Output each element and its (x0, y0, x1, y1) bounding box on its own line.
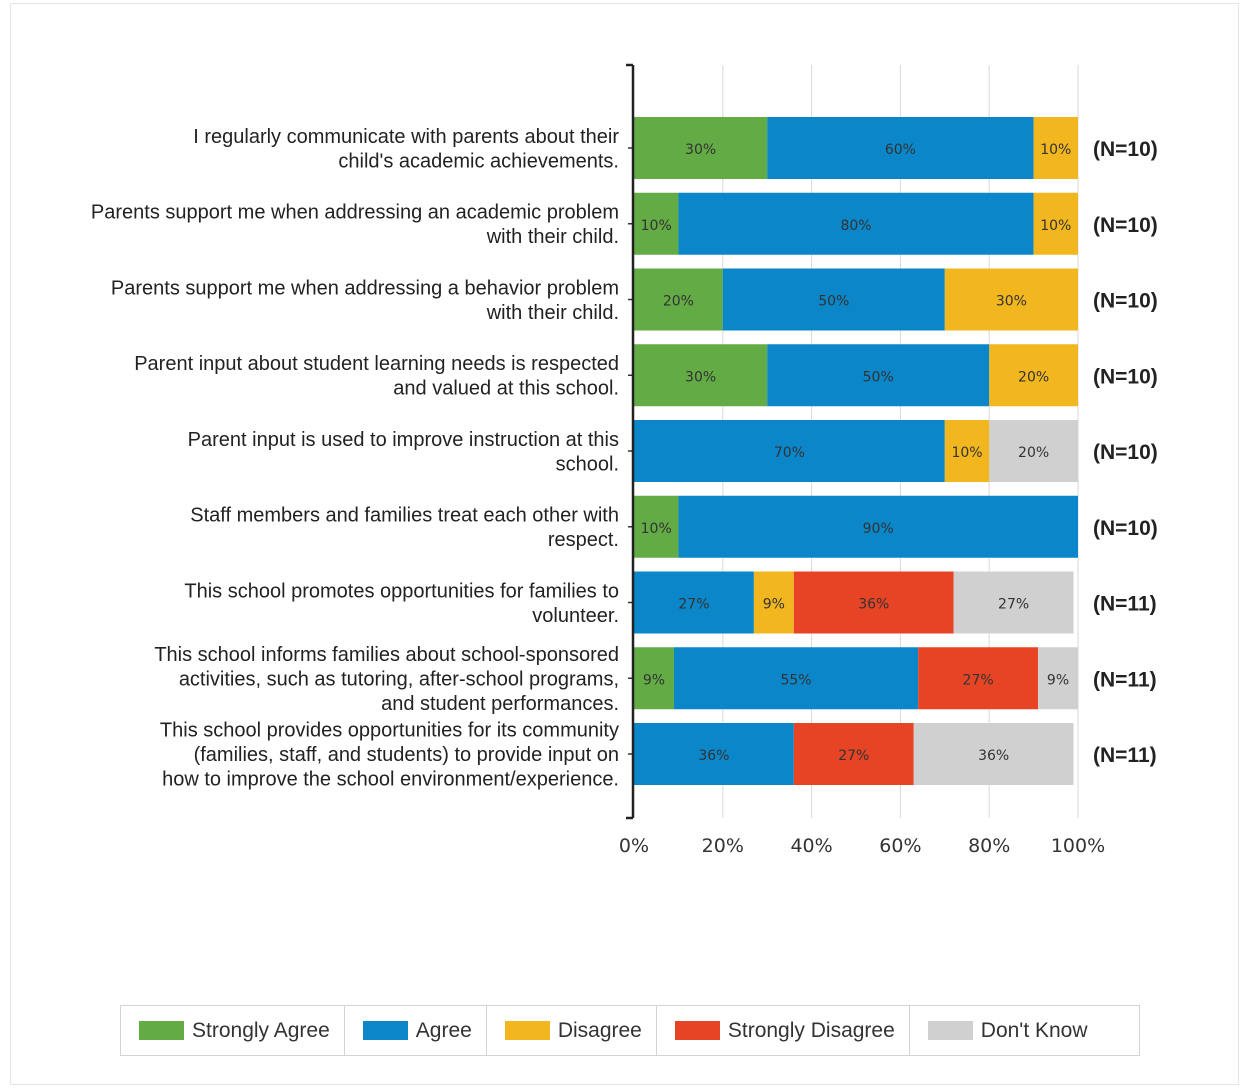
bar-segment (793, 571, 954, 634)
category-label: This school provides opportunities for i… (160, 720, 619, 791)
legend-swatch (504, 1021, 550, 1040)
data-label: 10% (641, 218, 672, 234)
data-label: 60% (885, 142, 916, 158)
data-label: 55% (780, 672, 811, 688)
bar-segment (753, 571, 794, 634)
data-label: 9% (763, 597, 785, 613)
legend-item: Agree (345, 1006, 487, 1055)
data-label: 90% (863, 521, 894, 537)
data-label: 10% (1040, 218, 1071, 234)
legend-item: Don't Know (910, 1006, 1102, 1055)
bar-segment (1033, 117, 1078, 179)
bar-segment (634, 571, 754, 634)
n-label: (N=10) (1093, 365, 1158, 388)
data-label: 10% (1040, 142, 1071, 158)
bar-segment (678, 192, 1034, 255)
bar-segment (953, 571, 1074, 634)
bar-segment (634, 192, 679, 255)
data-label: 20% (1018, 369, 1049, 385)
bar-segment (634, 344, 768, 407)
legend-item: Strongly Disagree (657, 1006, 910, 1055)
n-label: (N=11) (1093, 744, 1157, 767)
data-label: 9% (1047, 672, 1069, 688)
data-label: 27% (998, 597, 1029, 613)
n-label: (N=10) (1093, 517, 1158, 540)
bar-segment (1038, 647, 1078, 710)
bar-segment (634, 268, 723, 331)
x-tick-label: 100% (1051, 835, 1105, 857)
n-label: (N=10) (1093, 214, 1158, 237)
n-label: (N=10) (1093, 290, 1158, 313)
bar-segment (989, 420, 1078, 482)
bar-segment (634, 117, 768, 179)
data-label: 30% (685, 369, 716, 385)
bar-segment (634, 647, 674, 710)
bar-segment (673, 647, 919, 710)
data-label: 36% (698, 748, 729, 764)
bar-segment (722, 268, 945, 331)
data-label: 10% (951, 445, 982, 461)
bar-segment (989, 344, 1078, 407)
category-label: I regularly communicate with parents abo… (193, 126, 619, 173)
data-label: 70% (774, 445, 805, 461)
data-label: 27% (963, 672, 994, 688)
x-tick-label: 40% (790, 835, 832, 857)
legend-item: Disagree (487, 1006, 657, 1055)
data-label: 27% (678, 597, 709, 613)
legend-swatch (927, 1021, 973, 1040)
data-label: 36% (978, 748, 1009, 764)
data-label: 30% (996, 294, 1027, 310)
data-label: 36% (858, 597, 889, 613)
x-tick-label: 60% (879, 835, 921, 857)
n-label: (N=10) (1093, 138, 1158, 161)
category-label: Parents support me when addressing a beh… (111, 277, 619, 324)
bar-segment (634, 495, 679, 558)
data-label: 9% (643, 672, 665, 688)
legend-item: Strongly Agree (121, 1006, 345, 1055)
data-label: 50% (818, 294, 849, 310)
data-label: 10% (641, 521, 672, 537)
data-label: 27% (838, 748, 869, 764)
bar-segment (944, 420, 990, 482)
legend-label: Agree (415, 1018, 472, 1042)
legend-label: Don't Know (980, 1018, 1088, 1042)
bar-segment (634, 723, 794, 785)
bar-segment (918, 647, 1039, 710)
data-label: 20% (663, 294, 694, 310)
data-label: 80% (840, 218, 871, 234)
n-label: (N=11) (1093, 593, 1157, 616)
data-label: 30% (685, 142, 716, 158)
n-label: (N=11) (1093, 668, 1157, 691)
legend-swatch (139, 1021, 184, 1040)
bar-segment (767, 344, 990, 407)
bar-segment (944, 268, 1078, 331)
n-label: (N=10) (1093, 441, 1158, 464)
chart-legend: Strongly Agree Agree Disagree Strongly Disa… (120, 1005, 1140, 1056)
bar-segment (678, 495, 1078, 558)
legend-label: Strongly Agree (192, 1018, 330, 1042)
x-tick-label: 80% (968, 835, 1010, 857)
category-label: Parent input about student learning need… (134, 353, 619, 400)
category-label: This school promotes opportunities for f… (184, 580, 619, 627)
x-tick-label: 0% (619, 835, 649, 857)
bar-segment (793, 723, 914, 785)
legend-label: Disagree (557, 1018, 642, 1042)
bar-segment (634, 420, 945, 482)
category-label: Staff members and families treat each ot… (190, 505, 619, 552)
x-tick-label: 20% (702, 835, 744, 857)
category-label: This school informs families about schoo… (154, 644, 619, 715)
legend-swatch (674, 1021, 720, 1040)
data-label: 20% (1018, 445, 1049, 461)
bar-segment (767, 117, 1034, 179)
category-label: Parent input is used to improve instruct… (188, 429, 619, 476)
data-label: 50% (863, 369, 894, 385)
bar-segment (1033, 192, 1078, 255)
category-label: Parents support me when addressing an ac… (91, 202, 619, 249)
legend-swatch (362, 1021, 408, 1040)
legend-label: Strongly Disagree (727, 1018, 895, 1042)
bar-segment (913, 723, 1074, 785)
